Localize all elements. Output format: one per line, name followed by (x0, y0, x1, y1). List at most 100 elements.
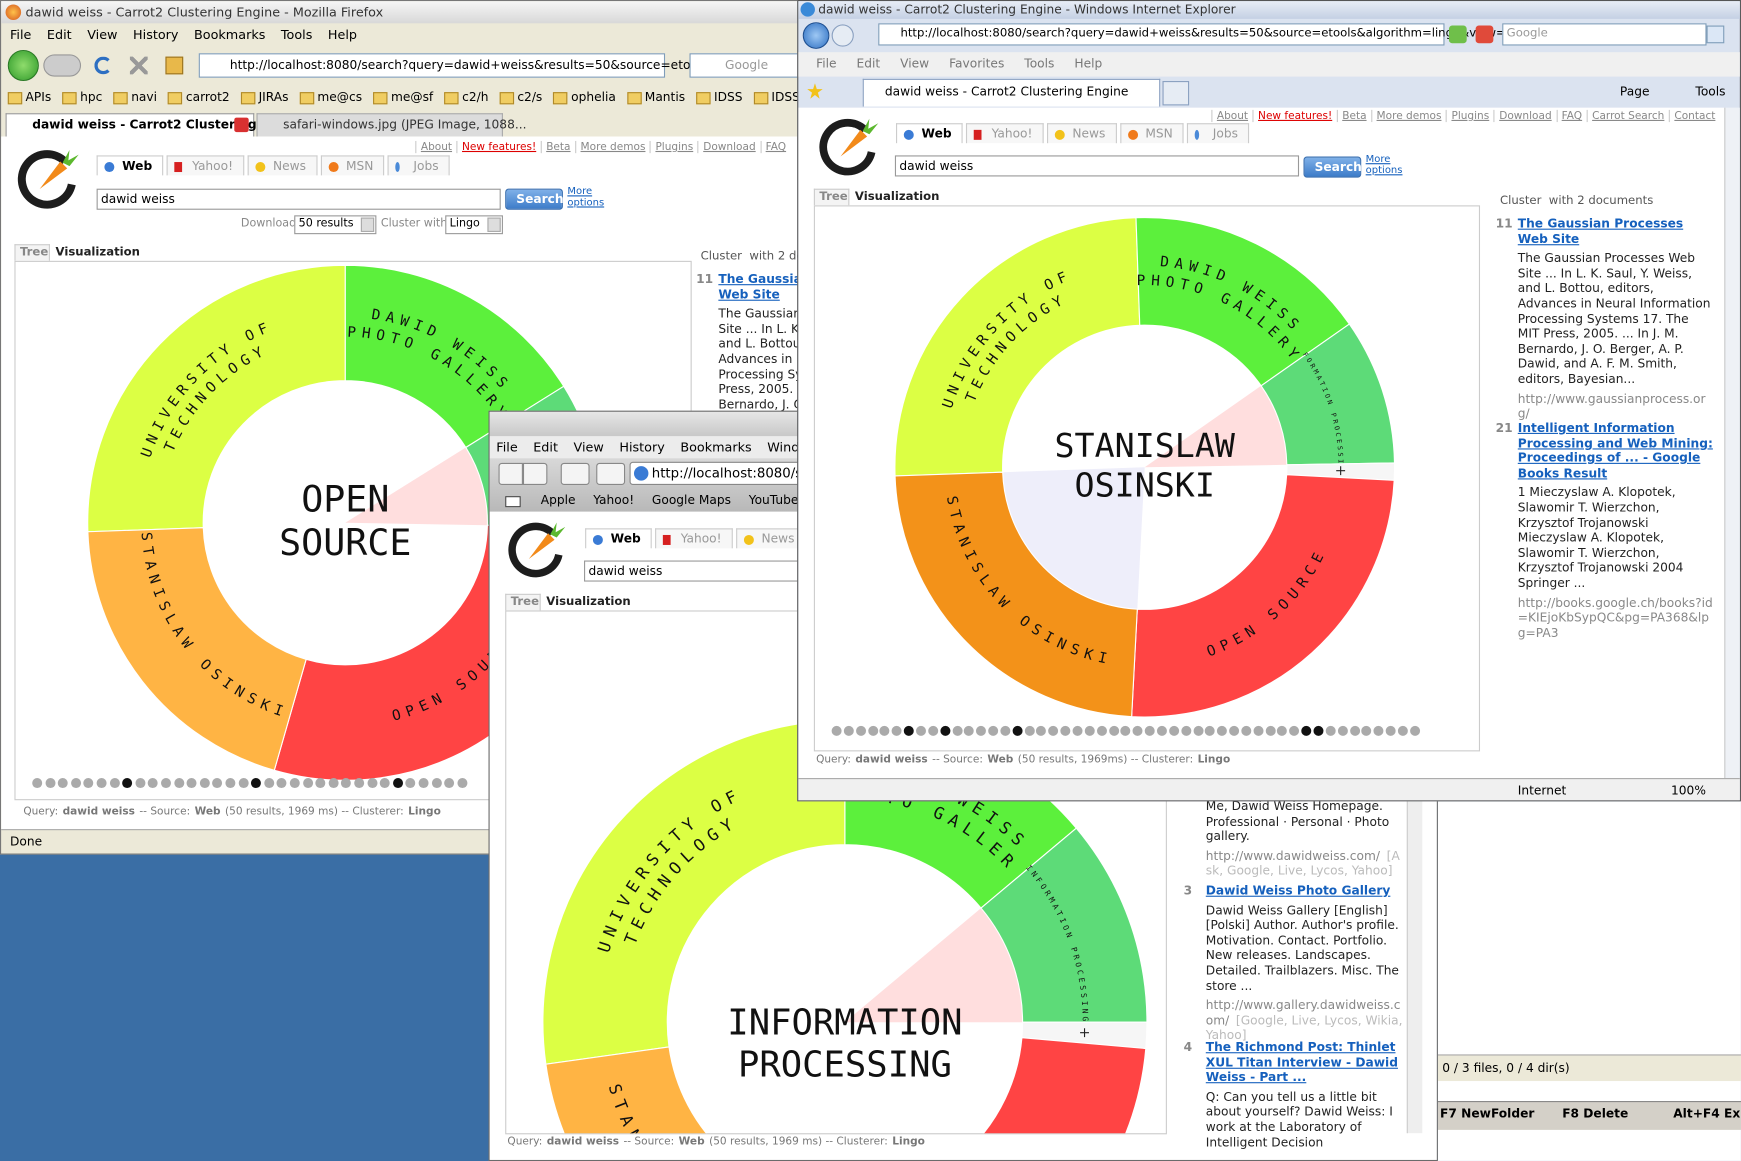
favorites-icon[interactable] (807, 83, 823, 99)
menu-item[interactable]: File (9, 26, 32, 43)
source-tab[interactable]: Jobs (387, 155, 450, 176)
forward-button[interactable] (522, 462, 548, 486)
menu-item[interactable]: File (816, 56, 837, 72)
address-bar[interactable] (198, 53, 666, 78)
cluster-dot[interactable] (70, 778, 81, 789)
visualization-tab-label[interactable]: Visualization (546, 594, 631, 609)
cluster-dot[interactable] (392, 778, 403, 789)
cluster-dot[interactable] (1156, 725, 1167, 736)
cluster-dot[interactable] (903, 725, 914, 736)
cluster-dot[interactable] (418, 778, 429, 789)
cluster-segment[interactable] (1131, 474, 1395, 718)
cluster-dot[interactable] (952, 725, 963, 736)
top-link[interactable]: About (1211, 109, 1252, 123)
cluster-dot[interactable] (57, 778, 68, 789)
cluster-segment[interactable] (545, 1046, 845, 1134)
forward-button[interactable] (831, 24, 854, 47)
cluster-dot[interactable] (379, 778, 390, 789)
source-tab[interactable]: MSN (1119, 123, 1184, 144)
cluster-dot[interactable] (302, 778, 313, 789)
cluster-dot[interactable] (1108, 725, 1119, 736)
cluster-dot[interactable] (135, 778, 146, 789)
cluster-dot[interactable] (354, 778, 365, 789)
result-title[interactable]: The Richmond Post: Thinlet XUL Titan Int… (1205, 1039, 1398, 1085)
menu-item[interactable]: History (133, 26, 179, 43)
cluster-dot[interactable] (1048, 725, 1059, 736)
back-button[interactable] (802, 22, 830, 49)
search-box[interactable] (689, 53, 799, 78)
cluster-dot[interactable] (1096, 725, 1107, 736)
menu-item[interactable]: Bookmarks (680, 439, 752, 456)
bookmark[interactable]: c2/h (444, 90, 488, 105)
cluster-dot[interactable] (276, 778, 287, 789)
expand-plus[interactable] (1336, 466, 1346, 476)
cluster-dot[interactable] (879, 725, 890, 736)
top-link[interactable]: New features! (1252, 109, 1337, 123)
more-options-link[interactable]: More (567, 186, 593, 198)
top-link[interactable]: Beta (1336, 109, 1371, 123)
cluster-dot[interactable] (1337, 725, 1348, 736)
result-title[interactable]: The Gaussian Processes Web Site (718, 271, 798, 302)
menu-item[interactable]: History (619, 439, 665, 456)
cluster-dot[interactable] (1241, 725, 1252, 736)
cluster-dot[interactable] (1072, 725, 1083, 736)
cluster-dot[interactable] (148, 778, 159, 789)
cluster-dot[interactable] (264, 778, 275, 789)
home-button[interactable] (165, 56, 184, 75)
search-input[interactable] (96, 188, 501, 210)
cluster-dot[interactable] (1325, 725, 1336, 736)
cluster-dot[interactable] (444, 778, 455, 789)
cluster-dot[interactable] (251, 778, 262, 789)
bookmark[interactable]: me@cs (299, 90, 362, 105)
top-link[interactable]: Contact (1668, 109, 1720, 123)
expand-plus[interactable] (1080, 1028, 1089, 1038)
cluster-dot[interactable] (1120, 725, 1131, 736)
menu-item[interactable]: Edit (856, 56, 881, 72)
cluster-segment[interactable] (87, 527, 307, 771)
top-link[interactable]: About (415, 140, 456, 154)
cluster-dot[interactable] (843, 725, 854, 736)
refresh-button[interactable] (1448, 25, 1467, 44)
cluster-dot[interactable] (976, 725, 987, 736)
reload-button[interactable] (560, 462, 590, 486)
bookmark[interactable]: c2/s (499, 90, 542, 105)
cluster-segment[interactable] (894, 217, 1141, 477)
tree-tab-label[interactable]: Tree (19, 245, 49, 259)
cluster-dot[interactable] (831, 725, 842, 736)
zoom-level[interactable]: 100% (1671, 783, 1706, 799)
source-tab[interactable]: Jobs (1187, 123, 1250, 144)
cluster-dot[interactable] (1205, 725, 1216, 736)
cluster-dot[interactable] (1349, 725, 1360, 736)
cluster-dot[interactable] (1000, 725, 1011, 736)
function-key[interactable]: Alt+F4 Exit (1673, 1106, 1741, 1121)
source-tab[interactable]: News (1046, 123, 1117, 144)
toolbar-button[interactable]: Tools (1695, 84, 1726, 99)
menu-item[interactable]: File (496, 439, 518, 456)
visualization-tab-label[interactable]: Visualization (55, 245, 140, 259)
cluster-dot[interactable] (1024, 725, 1035, 736)
tab[interactable] (5, 113, 255, 137)
cluster-dot[interactable] (32, 778, 43, 789)
top-link[interactable]: Carrot Search (1586, 109, 1669, 123)
cluster-dot[interactable] (1253, 725, 1264, 736)
search-button[interactable]: Search (1303, 156, 1362, 178)
bookmark[interactable]: Google Maps (651, 492, 731, 508)
top-link[interactable]: FAQ (760, 140, 790, 154)
menu-item[interactable]: View (87, 26, 118, 43)
cluster-dot[interactable] (367, 778, 378, 789)
source-tab[interactable]: News (735, 528, 806, 549)
bookmark[interactable]: Apple (540, 492, 576, 508)
bookmark[interactable]: IDSS:t3 (753, 90, 798, 105)
source-tab[interactable]: Web (585, 528, 652, 549)
top-link[interactable]: Download (1493, 109, 1556, 123)
top-link[interactable]: Beta (540, 140, 575, 154)
search-go[interactable] (1706, 25, 1725, 44)
cluster-dot[interactable] (1012, 725, 1023, 736)
cluster-dot[interactable] (1229, 725, 1240, 736)
cluster-dot[interactable] (855, 725, 866, 736)
menu-item[interactable]: Tools (280, 26, 313, 43)
cluster-dot[interactable] (328, 778, 339, 789)
cluster-dot[interactable] (109, 778, 120, 789)
cluster-dot[interactable] (225, 778, 236, 789)
visualization-tab-label[interactable]: Visualization (854, 189, 940, 204)
